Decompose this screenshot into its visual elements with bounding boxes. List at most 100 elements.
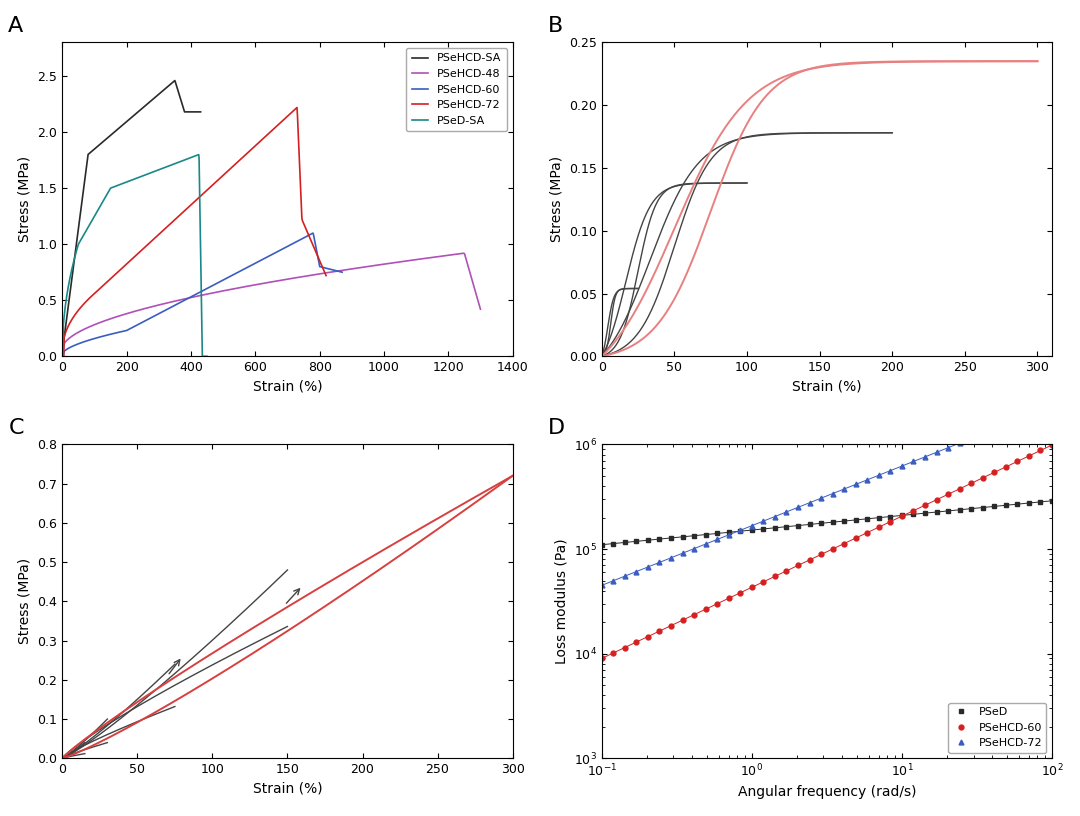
PSeD [607, 539, 620, 548]
PSeHCD-72 [1023, 410, 1036, 420]
PSeHCD-60 [733, 588, 746, 597]
PSeHCD-60 [607, 648, 620, 658]
PSeD [780, 521, 793, 531]
X-axis label: Strain (%): Strain (%) [253, 782, 322, 796]
PSeHCD-48 [257, 278, 270, 288]
PSeD [861, 514, 874, 524]
PSeD [769, 523, 782, 533]
PSeHCD-60 [873, 522, 886, 532]
PSeHCD-60 [1034, 446, 1047, 455]
Y-axis label: Loss modulus (Pa): Loss modulus (Pa) [554, 539, 568, 664]
PSeD [814, 518, 827, 528]
PSeHCD-60 [329, 266, 342, 276]
PSeHCD-72 [849, 480, 862, 490]
Text: C: C [9, 418, 24, 438]
PSeHCD-60 [619, 643, 632, 653]
PSeD [688, 530, 701, 540]
PSeHCD-60 [307, 228, 320, 238]
PSeD [664, 533, 677, 543]
PSeHCD-72 [907, 457, 920, 467]
PSeHCD-60 [630, 637, 643, 647]
PSeHCD-SA [168, 76, 181, 86]
PSeHCD-72 [291, 103, 303, 113]
PSeD [873, 512, 886, 522]
PSeHCD-72 [964, 433, 977, 443]
PSeHCD-48 [282, 274, 295, 284]
PSeHCD-72 [232, 157, 245, 166]
PSeHCD-60 [792, 561, 805, 570]
PSeHCD-60 [642, 632, 654, 641]
PSeHCD-60 [56, 352, 69, 361]
PSeHCD-60 [676, 615, 689, 625]
PSeD [988, 502, 1001, 512]
PSeHCD-72 [804, 498, 816, 508]
PSeHCD-72 [653, 557, 666, 567]
PSeD [804, 520, 816, 530]
PSeHCD-72 [814, 493, 827, 503]
PSeHCD-60 [595, 654, 608, 663]
PSeD [849, 515, 862, 525]
PSeHCD-SA [122, 115, 135, 125]
PSeHCD-72 [607, 576, 620, 586]
PSeHCD-72 [642, 562, 654, 572]
PSeHCD-60 [664, 621, 677, 631]
PSeD [1034, 497, 1047, 507]
PSeHCD-72 [873, 470, 886, 480]
Text: B: B [548, 16, 563, 36]
PSeHCD-SA [131, 108, 144, 118]
PSeHCD-60 [814, 550, 827, 560]
PSeD [999, 500, 1012, 510]
PSeD [1045, 496, 1058, 506]
PSeHCD-60 [976, 473, 989, 483]
PSeD [642, 535, 654, 545]
PSeHCD-60 [780, 566, 793, 576]
PSeHCD-60 [804, 555, 816, 565]
PSeHCD-48 [305, 270, 318, 280]
PSeHCD-60 [1045, 440, 1058, 450]
PSeHCD-72 [769, 512, 782, 521]
PSeD [826, 517, 839, 527]
PSeHCD-SA [191, 107, 204, 117]
PSeD-SA [113, 180, 126, 189]
PSeD [723, 527, 735, 537]
PSeHCD-72 [883, 466, 896, 476]
PSeD [942, 506, 955, 516]
Line: PSeHCD-SA: PSeHCD-SA [63, 81, 201, 357]
PSeHCD-60 [699, 605, 712, 614]
Line: PSeD: PSeD [599, 499, 1054, 548]
PSeD [907, 509, 920, 519]
PSeD [757, 524, 770, 534]
PSeD [745, 526, 758, 535]
PSeHCD-SA [138, 101, 151, 111]
PSeHCD-SA [170, 79, 183, 89]
PSeHCD-72 [745, 521, 758, 530]
PSeHCD-48 [399, 256, 411, 266]
PSeHCD-72 [1034, 406, 1047, 416]
PSeHCD-60 [190, 289, 203, 299]
PSeHCD-60 [954, 484, 967, 494]
PSeD [630, 536, 643, 546]
PSeHCD-60 [336, 268, 349, 277]
Y-axis label: Stress (MPa): Stress (MPa) [18, 157, 32, 242]
PSeHCD-48 [56, 352, 69, 361]
Legend: PSeHCD-SA, PSeHCD-48, PSeHCD-60, PSeHCD-72, PSeD-SA: PSeHCD-SA, PSeHCD-48, PSeHCD-60, PSeHCD-… [406, 48, 507, 131]
PSeHCD-72 [56, 352, 69, 361]
Line: PSeHCD-60: PSeHCD-60 [599, 442, 1054, 661]
PSeHCD-72 [723, 530, 735, 539]
PSeHCD-60 [769, 571, 782, 581]
PSeD [619, 538, 632, 548]
PSeD [918, 508, 931, 518]
PSeD [930, 507, 943, 517]
PSeD [883, 512, 896, 521]
PSeHCD-60 [838, 539, 851, 548]
PSeHCD-72 [976, 429, 989, 439]
PSeHCD-60 [826, 544, 839, 554]
PSeD-SA [192, 149, 205, 159]
PSeHCD-72 [123, 256, 136, 266]
PSeHCD-SA [194, 107, 207, 117]
PSeHCD-72 [699, 539, 712, 549]
PSeHCD-60 [757, 577, 770, 587]
Line: PSeHCD-48: PSeHCD-48 [63, 253, 481, 357]
PSeHCD-72 [930, 447, 943, 457]
PSeD [954, 505, 967, 515]
